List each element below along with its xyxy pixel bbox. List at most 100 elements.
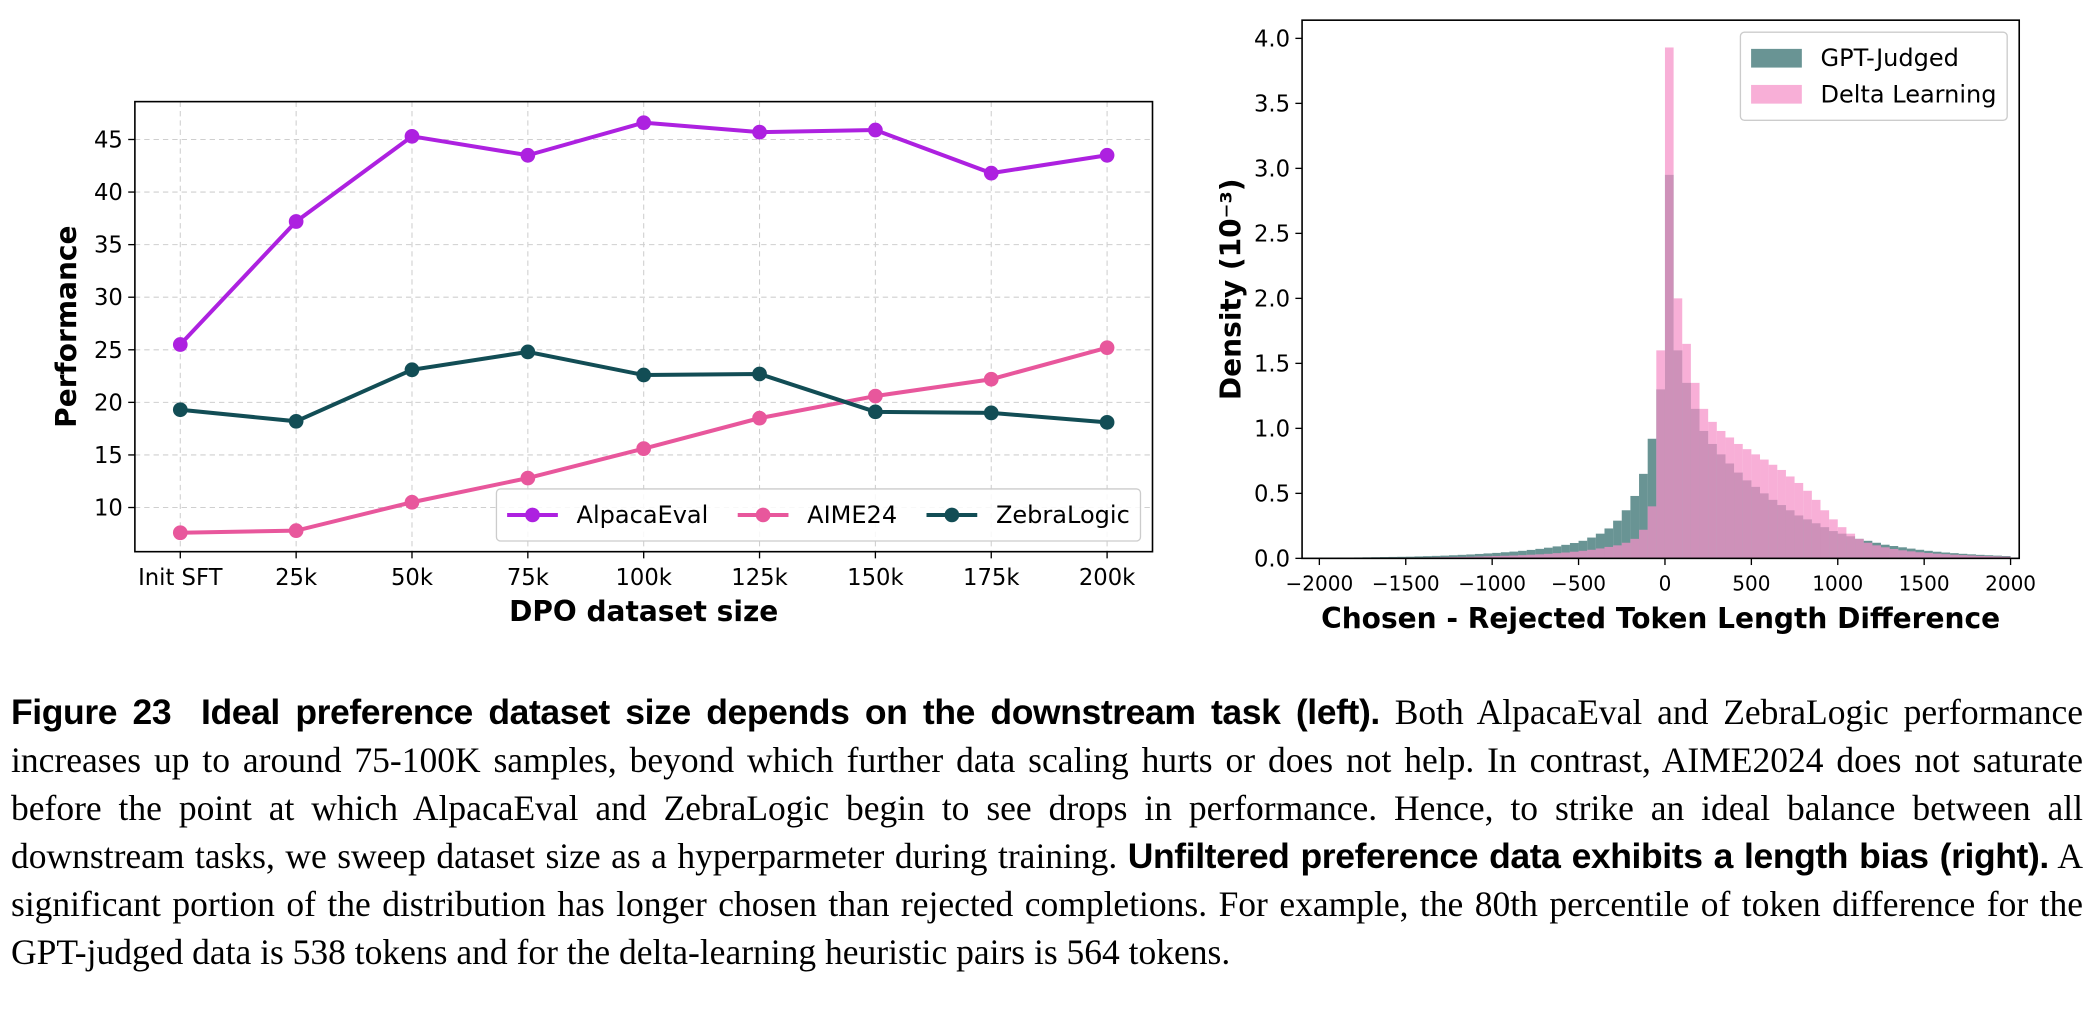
legend: GPT-Judged Delta Learning xyxy=(1739,31,2008,121)
hist-bar xyxy=(2001,556,2011,559)
hist-bar xyxy=(1751,454,1761,559)
y-tick-label: 3.5 xyxy=(1254,91,1290,117)
x-axis-label: Chosen - Rejected Token Length Differenc… xyxy=(1321,602,2000,635)
x-tick-label: 100k xyxy=(615,565,672,591)
hist-bar xyxy=(1552,553,1562,559)
legend-frame xyxy=(1739,31,2008,121)
y-tick-label: 3.0 xyxy=(1254,156,1290,182)
point xyxy=(520,344,536,360)
y-tick-label: 45 xyxy=(94,127,123,153)
legend-label: ZebraLogic xyxy=(996,501,1130,529)
hist-bar xyxy=(1621,542,1631,559)
point xyxy=(868,388,883,404)
hist-bar xyxy=(1906,551,1916,559)
hist-bar xyxy=(1958,555,1968,559)
y-tick-label: 15 xyxy=(94,443,123,469)
hist-bar xyxy=(1664,47,1674,559)
y-tick-label: 0.5 xyxy=(1254,481,1290,507)
caption-heading: Ideal preference dataset size depends on… xyxy=(200,692,1380,732)
caption-text: A significant portion of the distributio… xyxy=(11,836,2084,972)
hist-bar xyxy=(1898,550,1907,559)
y-tick-label: 2.0 xyxy=(1254,286,1290,312)
hist-bar xyxy=(1682,343,1691,559)
legend-marker xyxy=(525,507,540,523)
hist-bar xyxy=(1509,551,1519,559)
x-tick-label: 175k xyxy=(963,565,1020,591)
y-tick-label: 25 xyxy=(94,338,123,364)
hist-bar xyxy=(1690,382,1700,559)
hist-bar xyxy=(1604,528,1614,559)
hist-bar xyxy=(1768,464,1778,559)
y-tick-label: 20 xyxy=(94,390,123,416)
point xyxy=(868,122,883,138)
point xyxy=(983,165,999,181)
hist-bar xyxy=(1630,538,1640,559)
y-tick-label: 1.5 xyxy=(1254,351,1290,377)
legend: AlpacaEval AIME24 ZebraLogic xyxy=(495,488,1142,542)
hist-bar xyxy=(1647,438,1657,559)
x-tick-label: −2000 xyxy=(1285,571,1353,595)
hist-bar xyxy=(1872,545,1881,559)
x-tick-label: −1500 xyxy=(1372,571,1440,595)
point xyxy=(404,494,420,510)
hist-bar xyxy=(1673,298,1683,559)
point xyxy=(752,124,767,140)
hist-bar xyxy=(1604,546,1614,559)
hist-bar xyxy=(1595,533,1605,559)
hist-bar xyxy=(1578,550,1588,559)
point xyxy=(752,366,767,382)
point xyxy=(1099,414,1115,430)
hist-bar xyxy=(1915,552,1925,559)
legend-label: Delta Learning xyxy=(1821,80,1997,108)
x-tick-label: 2000 xyxy=(1985,571,2036,595)
hist-bar xyxy=(1699,408,1709,559)
hist-bar xyxy=(1639,529,1648,559)
x-tick-label: −500 xyxy=(1551,571,1606,595)
hist-bar xyxy=(1932,553,1942,559)
hist-bar xyxy=(1630,495,1640,559)
point xyxy=(172,525,188,541)
hist-bar xyxy=(1880,547,1890,559)
hist-bar xyxy=(1466,554,1475,559)
legend-marker xyxy=(755,507,771,523)
hist-bar xyxy=(1846,533,1856,559)
x-tick-label: 1000 xyxy=(1812,571,1863,595)
point xyxy=(636,367,652,383)
hist-bar xyxy=(1837,527,1847,559)
point xyxy=(288,413,304,429)
hist-bar xyxy=(1578,540,1588,559)
axes-frame xyxy=(134,100,1154,553)
hist-bar xyxy=(1863,542,1873,559)
x-tick-label: 150k xyxy=(847,565,904,591)
x-tick-label: Init SFT xyxy=(138,565,223,591)
x-tick-label: −1000 xyxy=(1458,571,1526,595)
point xyxy=(636,441,652,456)
hist-bar xyxy=(1855,538,1864,559)
point xyxy=(983,371,999,387)
y-axis-label: Density (10⁻³) xyxy=(1215,178,1248,400)
hist-bar xyxy=(1613,520,1622,559)
point xyxy=(404,362,420,378)
hist-bar xyxy=(1509,555,1519,559)
figure: 10 15 20 25 30 35 40 45 Init SFT 25k 50k 75k 100k 125… xyxy=(50,19,2036,635)
hist-bar xyxy=(1984,556,1994,559)
hist-bar xyxy=(1492,556,1501,559)
hist-bar xyxy=(1595,548,1605,559)
x-tick-label: 50k xyxy=(391,565,434,591)
hist-bar xyxy=(1492,552,1501,559)
legend-patch xyxy=(1751,84,1802,104)
legend-label: AIME24 xyxy=(807,501,897,529)
hist-bar xyxy=(1950,554,1959,559)
hist-bar xyxy=(1587,549,1596,559)
hist-bar xyxy=(1518,555,1527,559)
hist-bar xyxy=(1734,443,1743,559)
point xyxy=(404,128,420,144)
point xyxy=(1099,340,1115,356)
hist-bar xyxy=(1587,537,1596,559)
point xyxy=(752,410,767,426)
caption: Figure 23 Ideal preference dataset size … xyxy=(11,688,2083,976)
hist-bar xyxy=(1708,421,1717,559)
y-tick-label: 0.0 xyxy=(1254,546,1290,572)
point xyxy=(868,404,883,420)
x-tick-label: 0 xyxy=(1659,571,1672,595)
